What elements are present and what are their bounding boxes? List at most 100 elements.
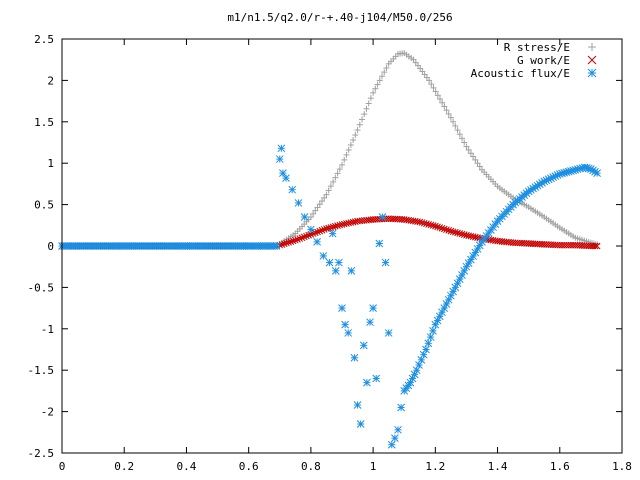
data-point	[310, 210, 317, 217]
data-point	[372, 85, 379, 92]
data-point	[458, 230, 466, 238]
y-tick-label: -2	[41, 406, 54, 419]
data-point	[365, 100, 372, 107]
data-point	[332, 174, 339, 181]
data-point	[447, 114, 454, 121]
data-point	[327, 224, 335, 231]
data-point	[451, 228, 459, 236]
data-point	[445, 227, 453, 234]
y-tick-label: -1.5	[28, 364, 55, 377]
data-point	[425, 221, 433, 228]
data-point	[341, 156, 348, 163]
legend-label: R stress/E	[504, 41, 570, 54]
data-point	[289, 237, 297, 245]
data-point	[447, 227, 455, 235]
data-point	[436, 224, 444, 231]
y-tick-label: -2.5	[28, 447, 55, 460]
data-point	[325, 258, 334, 267]
x-tick-label: 0.6	[239, 460, 259, 473]
data-point	[370, 89, 377, 96]
data-point	[311, 229, 319, 237]
data-point	[339, 161, 345, 168]
data-point	[391, 434, 399, 442]
data-point	[321, 194, 328, 201]
data-point	[344, 329, 353, 337]
data-point	[316, 227, 324, 235]
data-point	[437, 96, 443, 103]
y-tick-label: 0	[47, 240, 54, 253]
y-tick-label: -0.5	[28, 281, 55, 294]
data-point	[307, 214, 314, 221]
data-point	[416, 218, 424, 226]
plot-frame	[61, 38, 623, 454]
data-point	[300, 213, 309, 221]
data-point	[470, 153, 477, 160]
data-point	[279, 169, 287, 177]
data-point	[450, 118, 457, 125]
data-point	[343, 151, 350, 158]
data-point	[434, 92, 441, 99]
data-point	[325, 187, 332, 194]
x-tick-label: 1.2	[425, 460, 445, 473]
data-point	[422, 345, 430, 354]
ticks-layer: 0 0.2 0.4 0.6 0.8 1 1.2 1.4 1.6 1.8 2.5 2 1.5 1 0.5 0 -0…	[28, 33, 632, 473]
series-3	[58, 144, 601, 449]
data-point	[356, 121, 363, 128]
x-tick-label: 1.8	[612, 460, 632, 473]
data-point	[291, 236, 299, 244]
data-point	[383, 64, 390, 71]
data-point	[372, 374, 381, 383]
data-point	[353, 401, 362, 409]
x-tick-label: 1.4	[488, 460, 508, 473]
y-tick-label: 1.5	[34, 116, 54, 129]
data-point	[305, 231, 313, 239]
data-point	[314, 204, 321, 211]
data-point	[456, 131, 463, 138]
data-point	[397, 403, 405, 412]
data-point	[434, 223, 441, 231]
data-point	[323, 225, 330, 232]
data-point	[319, 198, 325, 205]
data-point	[272, 242, 281, 250]
y-tick-label: -1	[41, 323, 54, 336]
y-tick-label: 2	[47, 74, 54, 87]
data-point	[593, 169, 601, 177]
data-point	[441, 103, 448, 110]
x-tick-label: 0	[59, 460, 66, 473]
data-point	[331, 222, 339, 230]
data-point	[275, 155, 284, 163]
data-point	[320, 226, 328, 233]
data-point	[331, 266, 340, 275]
data-point	[475, 241, 484, 250]
data-point	[314, 228, 321, 236]
data-point	[313, 238, 321, 246]
data-point	[423, 220, 430, 228]
data-point	[312, 207, 319, 214]
data-point	[347, 266, 356, 275]
data-point	[440, 225, 448, 233]
data-point	[356, 420, 365, 428]
data-point	[429, 327, 437, 335]
data-point	[467, 150, 474, 157]
x-tick-label: 0.4	[177, 460, 197, 473]
data-point	[303, 232, 310, 240]
data-point	[298, 234, 306, 242]
data-point	[443, 107, 450, 114]
data-point	[384, 329, 393, 337]
data-point	[363, 378, 371, 387]
data-point	[345, 146, 352, 153]
x-tick-label: 1	[370, 460, 377, 473]
data-point	[381, 69, 388, 76]
data-point	[318, 226, 326, 234]
y-tick-label: 2.5	[34, 33, 54, 46]
legend-marker	[587, 68, 597, 78]
data-point	[430, 84, 437, 91]
data-point	[374, 81, 381, 88]
legend-marker	[588, 43, 596, 51]
data-point	[341, 320, 349, 329]
data-point	[361, 111, 368, 118]
data-point	[352, 132, 359, 139]
legend-marker	[587, 55, 597, 65]
